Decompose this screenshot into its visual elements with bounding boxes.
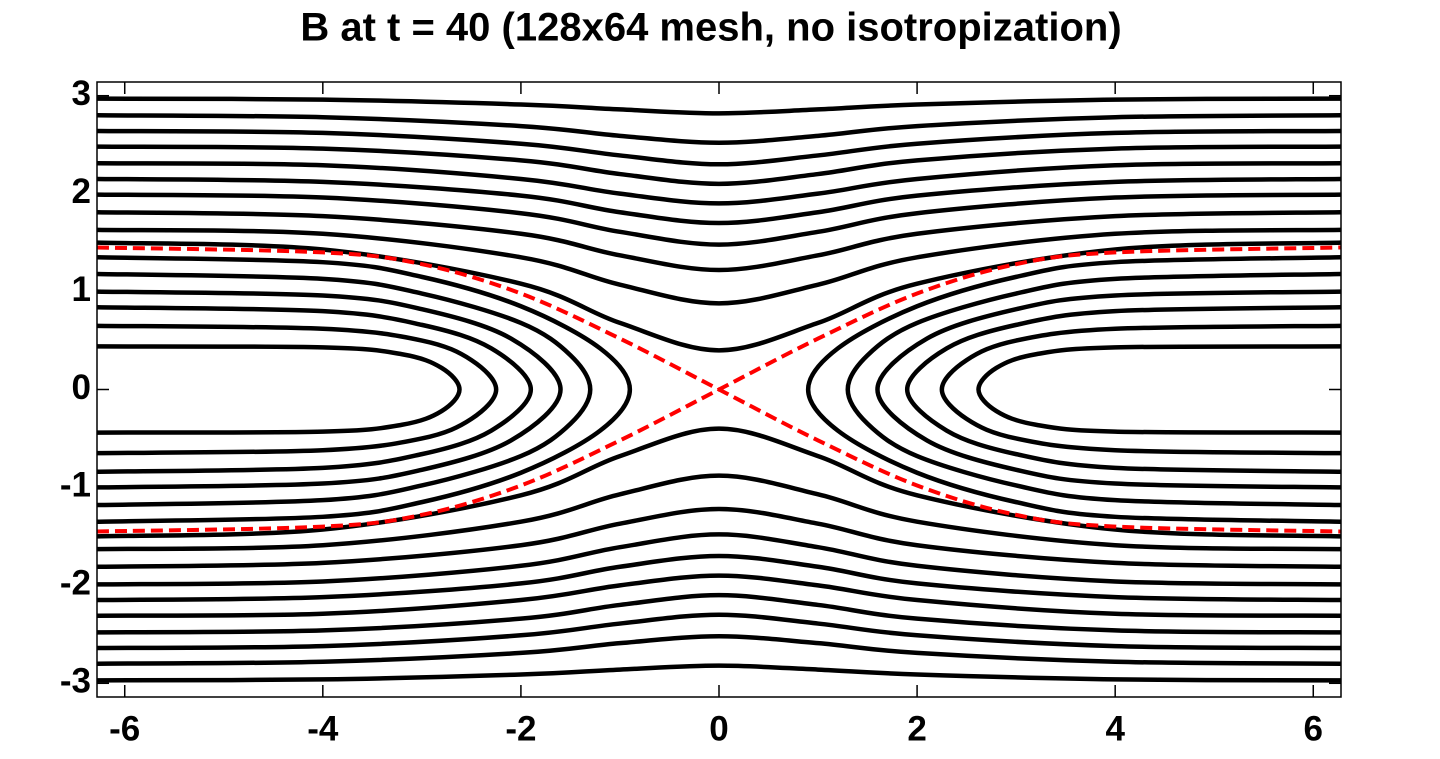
field-line bbox=[805, 255, 1341, 524]
field-line bbox=[845, 271, 1341, 508]
field-line bbox=[97, 553, 1341, 603]
y-tick-label: 0 bbox=[72, 368, 91, 407]
y-tick-label: -2 bbox=[60, 564, 91, 603]
field-line bbox=[97, 209, 1341, 273]
field-line bbox=[97, 344, 462, 435]
field-line bbox=[97, 271, 593, 508]
field-line bbox=[904, 304, 1341, 475]
x-tick-label: 4 bbox=[1105, 709, 1125, 748]
field-line bbox=[97, 161, 1341, 206]
field-line bbox=[97, 96, 1341, 116]
field-line bbox=[97, 473, 1341, 552]
field-line bbox=[97, 176, 1341, 226]
y-tick-label: 2 bbox=[72, 172, 91, 211]
field-line bbox=[875, 289, 1341, 490]
field-line bbox=[97, 255, 633, 524]
field-line bbox=[97, 323, 499, 456]
field-line bbox=[97, 113, 1341, 145]
field-line bbox=[97, 663, 1341, 683]
field-line bbox=[97, 532, 1341, 587]
x-tick-label: -6 bbox=[109, 709, 140, 748]
field-line bbox=[97, 592, 1341, 635]
field-line bbox=[976, 344, 1341, 435]
field-line bbox=[97, 144, 1341, 187]
x-tick-label: -4 bbox=[307, 709, 339, 748]
y-tick-label: 3 bbox=[72, 74, 91, 113]
field-line bbox=[97, 227, 1341, 306]
field-line bbox=[97, 573, 1341, 618]
plot-area bbox=[97, 96, 1341, 683]
field-line bbox=[97, 612, 1341, 651]
field-line bbox=[939, 323, 1341, 456]
y-tick-label: 1 bbox=[72, 270, 91, 309]
chart-title: B at t = 40 (128x64 mesh, no isotropizat… bbox=[300, 6, 1121, 50]
x-tick-label: 6 bbox=[1304, 709, 1323, 748]
field-line bbox=[97, 128, 1341, 167]
x-tick-label: -2 bbox=[505, 709, 536, 748]
field-line bbox=[97, 304, 534, 475]
y-tick-label: -3 bbox=[60, 662, 91, 701]
x-tick-label: 0 bbox=[709, 709, 728, 748]
field-line bbox=[97, 289, 563, 490]
x-tick-label: 2 bbox=[907, 709, 926, 748]
y-tick-label: -1 bbox=[60, 466, 91, 505]
separatrix-line bbox=[97, 245, 1341, 534]
field-line bbox=[97, 634, 1341, 666]
field-line bbox=[97, 192, 1341, 247]
field-line bbox=[97, 506, 1341, 570]
